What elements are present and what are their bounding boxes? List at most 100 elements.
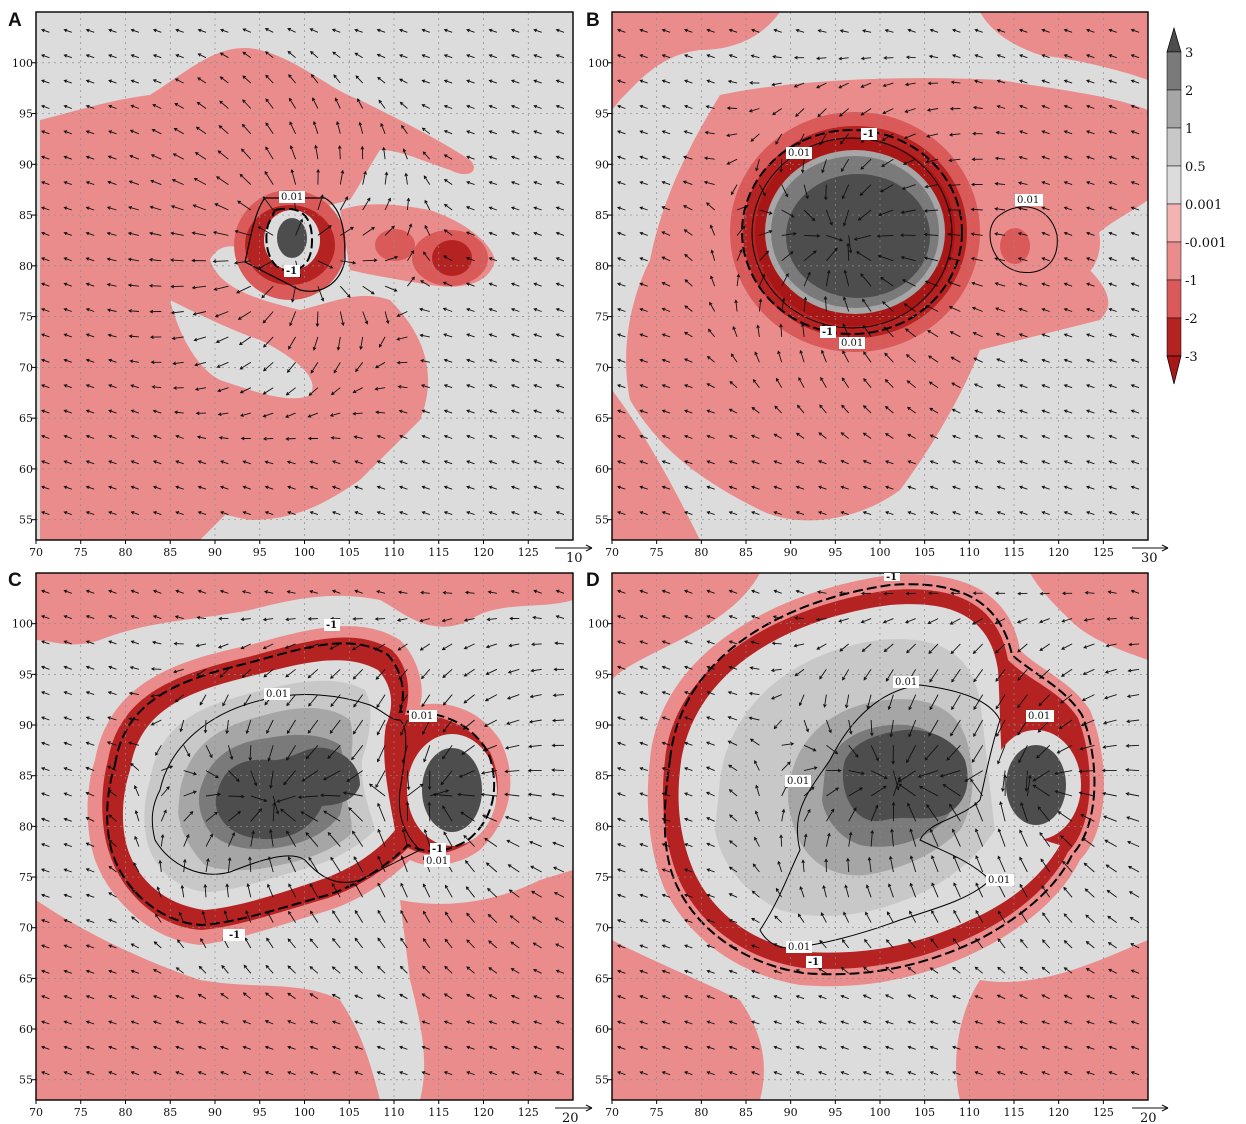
panel-c-wind-arrow <box>197 1045 207 1050</box>
panel-d-wind-arrow <box>897 770 916 783</box>
panel-a-wind-arrow <box>399 434 408 439</box>
panel-a-wind-arrow <box>466 155 475 160</box>
panel-c-wind-arrow <box>108 640 117 645</box>
panel-b-wind-arrow <box>661 231 671 236</box>
panel-a-wind-arrow <box>355 75 364 84</box>
panel-b-wind-arrow <box>907 433 916 439</box>
panel-b-wind-arrow <box>838 108 849 117</box>
panel-d-wind-arrow <box>1108 1020 1117 1025</box>
panel-c-wind-arrow <box>288 883 297 898</box>
panel-a-x-tick-label: 80 <box>119 546 133 559</box>
panel-d-wind-arrow <box>1106 889 1117 898</box>
panel-d-wind-arrow <box>684 691 693 696</box>
panel-b-contour-label-001-top-text: 0.01 <box>788 148 810 159</box>
panel-a-wind-arrow <box>309 485 319 490</box>
panel-a-wind-arrow <box>488 434 498 439</box>
panel-a-wind-arrow <box>533 155 542 160</box>
panel-a-wind-arrow <box>488 282 498 287</box>
panel-d-wind-arrow <box>929 1045 939 1050</box>
panel-d-wind-arrow <box>639 919 648 924</box>
panel-b-wind-arrow <box>639 231 648 236</box>
panel-a-x-tick-label: 105 <box>339 546 360 559</box>
panel-c-wind-arrow <box>152 995 162 1000</box>
panel-d-wind-arrow <box>816 643 827 650</box>
panel-b-wind-arrow <box>617 282 626 287</box>
panel-d-wind-arrow <box>1062 860 1073 873</box>
panel-a-wind-arrow <box>288 74 296 84</box>
panel-c-wind-arrow <box>331 1071 341 1076</box>
panel-a-wind-arrow <box>241 123 252 135</box>
panel-b-wind-arrow <box>639 384 648 389</box>
panel-c-wind-arrow <box>240 643 251 650</box>
panel-c-wind-arrow <box>504 792 520 797</box>
panel-b-wind-arrow <box>793 55 805 60</box>
panel-d-wind-arrow <box>751 944 760 949</box>
panel-b-wind-arrow <box>684 279 693 287</box>
panel-c-wind-arrow <box>443 1071 453 1076</box>
panel-c-wind-arrow <box>487 887 498 898</box>
panel-a-wind-arrow <box>399 78 408 84</box>
panel-a-wind-arrow <box>354 52 363 59</box>
panel-b-wind-arrow <box>728 460 738 465</box>
panel-a-wind-arrow <box>488 104 498 109</box>
panel-a-wind-arrow <box>465 256 475 262</box>
panel-b-wind-arrow <box>995 130 1006 135</box>
panel-b-wind-arrow <box>710 249 716 261</box>
panel-a-wind-arrow <box>419 333 430 338</box>
panel-b-wind-arrow <box>924 184 939 189</box>
panel-d-wind-arrow <box>771 641 782 646</box>
panel-b-wind-arrow <box>1041 307 1050 312</box>
panel-d-wind-arrow <box>838 590 849 595</box>
panel-a-wind-arrow <box>152 28 162 33</box>
panel-d-wind-arrow <box>1078 769 1095 774</box>
panel-d-wind-arrow <box>728 919 738 924</box>
panel-a-negative-region <box>40 48 474 520</box>
panel-d-wind-arrow <box>824 858 828 873</box>
panel-a-wind-arrow <box>533 257 542 262</box>
panel-c-wind-arrow <box>309 883 319 898</box>
panel-b-wind-arrow <box>1130 257 1140 262</box>
panel-a-wind-arrow <box>193 178 207 185</box>
panel-c-wind-arrow <box>351 830 364 847</box>
panel-b-wind-arrow <box>928 355 939 363</box>
panel-d-y-tick-label: 70 <box>595 922 609 935</box>
panel-a-wind-arrow <box>488 79 498 84</box>
panel-d-wind-arrow <box>928 719 939 737</box>
panel-b-wind-arrow <box>1019 104 1028 109</box>
panel-d-wind-arrow <box>883 591 894 596</box>
panel-b-wind-arrow <box>1041 155 1050 160</box>
panel-b-wind-arrow <box>996 384 1006 389</box>
panel-d-y-tick-label: 55 <box>595 1074 609 1087</box>
panel-b-wind-arrow <box>683 155 693 160</box>
panel-b-wind-arrow <box>995 332 1006 338</box>
panel-a-wind-arrow <box>443 79 453 84</box>
panel-c-wind-arrow <box>203 883 208 898</box>
panel-d-wind-arrow <box>617 792 626 797</box>
panel-d-wind-arrow <box>907 802 917 822</box>
panel-b-wind-arrow <box>736 248 743 261</box>
panel-d-wind-arrow <box>887 883 894 898</box>
panel-c-wind-arrow <box>488 994 498 1000</box>
panel-d-wind-arrow <box>795 1071 805 1076</box>
panel-c-wind-arrow <box>352 668 364 680</box>
panel-c-wind-arrow <box>41 868 50 873</box>
panel-b-x-tick-label: 100 <box>870 546 891 559</box>
panel-d-wind-arrow <box>974 1045 983 1050</box>
panel-d-contour-label-001-south-text: 0.01 <box>788 942 810 953</box>
panel-d-wind-arrow <box>907 1020 916 1025</box>
panel-c-wind-arrow <box>488 1071 498 1076</box>
panel-d-wind-arrow <box>997 855 1006 873</box>
panel-a-wind-arrow <box>510 511 520 516</box>
panel-d-wind-arrow <box>994 591 1006 596</box>
panel-d-wind-arrow <box>751 1071 760 1076</box>
panel-b-wind-arrow <box>929 28 939 33</box>
panel-c-wind-arrow <box>463 668 475 677</box>
panel-c-wind-arrow <box>331 966 341 974</box>
panel-c-negative-southwest <box>36 900 380 1100</box>
panel-d-wind-arrow <box>770 668 782 673</box>
panel-a-wind-arrow <box>148 283 162 288</box>
panel-c-wind-arrow <box>63 767 72 772</box>
panel-c-wind-arrow <box>441 643 453 651</box>
panel-d-wind-arrow <box>1041 1045 1050 1050</box>
panel-d-wind-arrow <box>952 1045 961 1050</box>
